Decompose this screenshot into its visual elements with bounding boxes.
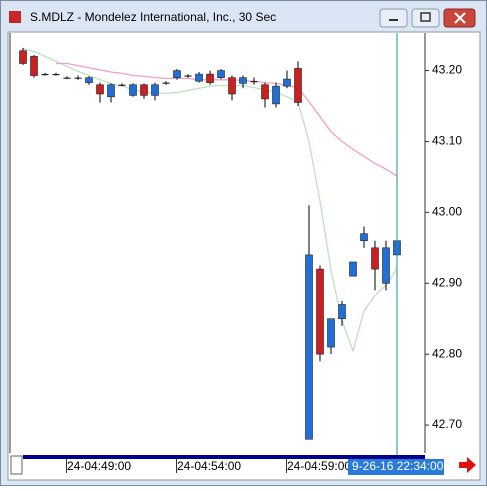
y-tick-label: 42.70 — [432, 417, 462, 431]
chart-panel — [7, 31, 481, 481]
candle-body — [360, 233, 368, 242]
candle-body — [294, 68, 302, 103]
candle-body — [129, 84, 137, 96]
cursor-label: 9-26-16 22:34:00 — [352, 459, 444, 473]
candle-body — [173, 70, 181, 78]
candle-body — [184, 75, 192, 77]
candle-body — [30, 56, 38, 76]
candle-body — [74, 77, 82, 79]
y-tick-label: 43.00 — [432, 205, 462, 219]
candle-body — [140, 84, 148, 96]
y-tick-label: 42.80 — [432, 346, 462, 360]
window-title: S.MDLZ - Mondelez International, Inc., 3… — [30, 10, 276, 24]
candle-body — [283, 78, 291, 87]
candle-body — [349, 261, 357, 277]
candle-body — [228, 77, 236, 95]
candle-body — [272, 85, 280, 105]
scroll-thumb[interactable] — [10, 455, 23, 475]
maximize-button[interactable] — [411, 8, 440, 28]
minimize-button[interactable] — [379, 8, 408, 28]
cursor-label-bg — [348, 459, 444, 475]
x-tick-label: 24-04:54:00 — [177, 459, 241, 473]
candle-body — [107, 84, 115, 98]
candle-body — [63, 77, 71, 79]
candle-body — [195, 73, 203, 82]
candle-body — [382, 247, 390, 284]
candle-body — [371, 247, 379, 270]
candle-body — [85, 77, 93, 83]
candle-body — [96, 84, 104, 95]
candle-body — [118, 84, 126, 86]
x-tick-label: 24-04:59:00 — [287, 459, 351, 473]
candle-body — [151, 84, 159, 96]
y-tick-label: 43.10 — [432, 134, 462, 148]
close-button[interactable] — [443, 8, 476, 28]
candle-body — [261, 84, 269, 100]
candle-body — [316, 268, 324, 355]
candle-body — [239, 77, 247, 84]
candle-body — [162, 82, 170, 84]
candle-body — [217, 70, 225, 78]
y-tick-label: 42.90 — [432, 275, 462, 289]
scroll-track — [23, 455, 425, 459]
candle-body — [327, 318, 335, 348]
candle-body — [250, 81, 258, 83]
candle-body — [19, 50, 27, 64]
moving-average-line — [22, 47, 398, 353]
y-tick-label: 43.20 — [432, 63, 462, 77]
moving-average-line — [56, 62, 398, 177]
candle-body — [338, 304, 346, 320]
x-tick-label: 24-04:49:00 — [67, 459, 131, 473]
candle-body — [305, 254, 313, 440]
scroll-arrow[interactable] — [459, 457, 476, 473]
candle-body — [41, 74, 49, 76]
candle-body — [206, 73, 214, 83]
app-icon — [9, 11, 21, 23]
candle-body — [52, 74, 60, 76]
